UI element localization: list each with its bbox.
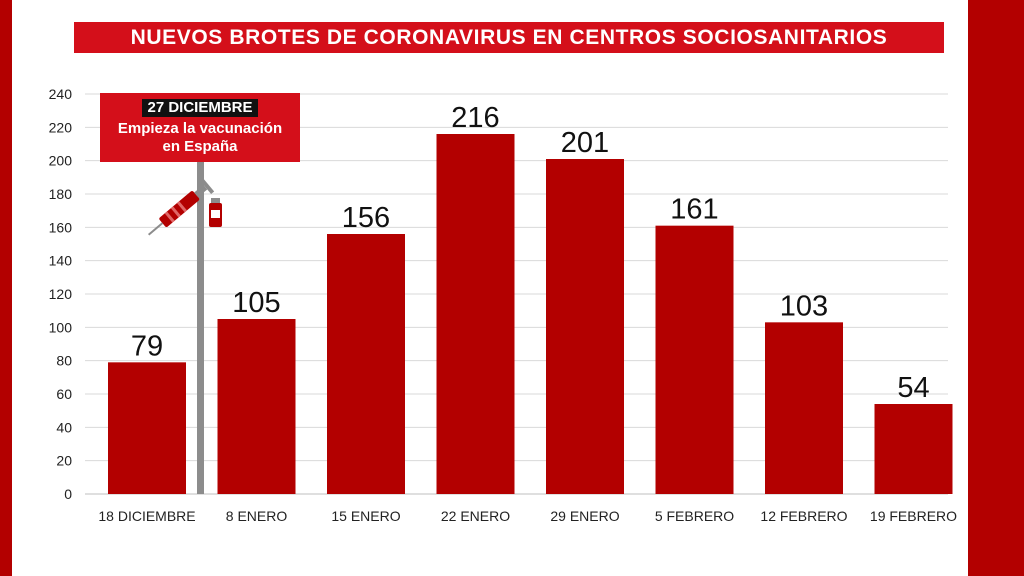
value-labels: 79 105 156 216 201 161 103 54: [131, 102, 930, 404]
bar: [108, 362, 186, 494]
annotation-line-1: Empieza la vacunación: [117, 120, 283, 137]
value-label: 103: [780, 290, 828, 322]
value-label: 156: [342, 202, 390, 234]
y-tick-label: 60: [56, 386, 72, 402]
y-axis: 0 20 40 60 80 100 120 140 160 180 200 220 240: [49, 86, 73, 502]
y-tick-label: 240: [49, 86, 73, 102]
y-tick-label: 120: [49, 286, 73, 302]
vial-icon: [209, 198, 222, 227]
bar: [327, 234, 405, 494]
y-tick-label: 220: [49, 119, 73, 135]
category-label: 5 FEBRERO: [655, 508, 734, 524]
category-label: 29 ENERO: [550, 508, 619, 524]
value-label: 201: [561, 127, 609, 159]
bar: [655, 225, 734, 494]
value-label: 216: [451, 102, 499, 134]
annotation-date: 27 DICIEMBRE: [142, 99, 258, 117]
bars: [108, 134, 953, 494]
y-tick-label: 100: [49, 319, 73, 335]
value-label: 161: [670, 194, 718, 226]
category-label: 15 ENERO: [331, 508, 400, 524]
category-label: 8 ENERO: [226, 508, 288, 524]
category-label: 12 FEBRERO: [760, 508, 847, 524]
bar: [546, 159, 624, 494]
y-tick-label: 80: [56, 353, 72, 369]
y-tick-label: 180: [49, 186, 73, 202]
y-tick-label: 200: [49, 153, 73, 169]
category-label: 22 ENERO: [441, 508, 510, 524]
y-tick-label: 20: [56, 453, 72, 469]
y-tick-label: 40: [56, 419, 72, 435]
annotation-text: Empieza la vacunación en España: [100, 120, 300, 156]
bar: [217, 319, 296, 494]
chart-title: NUEVOS BROTES DE CORONAVIRUS EN CENTROS …: [74, 22, 944, 53]
value-label: 79: [131, 330, 163, 362]
x-axis: 18 DICIEMBRE 8 ENERO 15 ENERO 22 ENERO 29 EN…: [98, 508, 957, 524]
value-label: 54: [897, 372, 929, 404]
annotation-line-2: en España: [162, 138, 238, 155]
value-label: 105: [232, 287, 280, 319]
y-tick-label: 160: [49, 219, 73, 235]
y-tick-label: 0: [64, 486, 72, 502]
syringe-icon: [147, 177, 215, 236]
bar: [436, 134, 515, 494]
bar: [765, 322, 843, 494]
vaccination-annotation: 27 DICIEMBRE Empieza la vacunación en Es…: [100, 93, 300, 162]
vaccination-marker-line: [197, 160, 204, 494]
y-tick-label: 140: [49, 253, 73, 269]
category-label: 19 FEBRERO: [870, 508, 957, 524]
category-label: 18 DICIEMBRE: [98, 508, 195, 524]
bar: [874, 404, 953, 494]
